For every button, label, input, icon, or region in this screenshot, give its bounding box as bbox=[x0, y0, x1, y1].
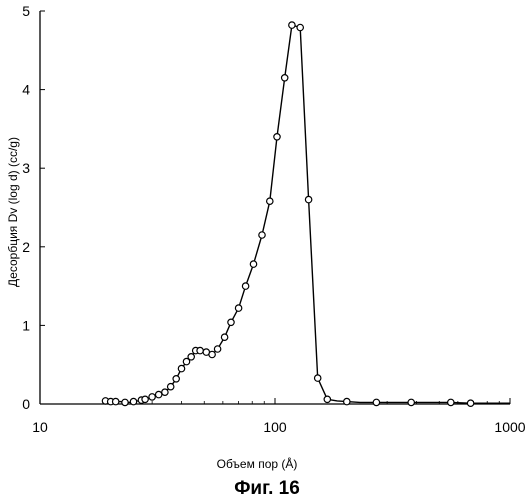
y-axis-label: Десорбция Dv (log d) (cc/g) bbox=[6, 137, 20, 287]
data-point bbox=[162, 389, 168, 395]
data-point bbox=[168, 384, 174, 390]
data-point bbox=[324, 396, 330, 402]
data-point bbox=[467, 400, 473, 406]
data-point bbox=[130, 398, 136, 404]
data-point bbox=[259, 232, 265, 238]
data-point bbox=[250, 261, 256, 267]
data-point bbox=[221, 334, 227, 340]
y-tick-label: 4 bbox=[22, 82, 30, 98]
x-axis-label: Объем пор (Å) bbox=[217, 456, 298, 471]
y-tick-label: 3 bbox=[22, 160, 30, 176]
data-point bbox=[173, 376, 179, 382]
plot-area: 0 1 2 3 4 5 10 100 1000 bbox=[22, 3, 526, 435]
data-point bbox=[344, 398, 350, 404]
data-point bbox=[156, 391, 162, 397]
data-point bbox=[235, 305, 241, 311]
data-point bbox=[373, 399, 379, 405]
series-line bbox=[106, 25, 511, 403]
data-point bbox=[408, 399, 414, 405]
data-point bbox=[274, 134, 280, 140]
data-point bbox=[228, 319, 234, 325]
data-point bbox=[315, 375, 321, 381]
data-point bbox=[214, 346, 220, 352]
data-point bbox=[142, 396, 148, 402]
y-tick-label: 2 bbox=[22, 239, 30, 255]
y-tick-label: 1 bbox=[22, 317, 30, 333]
data-point bbox=[282, 75, 288, 81]
data-point bbox=[209, 351, 215, 357]
data-point bbox=[197, 347, 203, 353]
y-tick-label: 5 bbox=[22, 3, 30, 19]
x-tick-label: 1000 bbox=[494, 419, 525, 435]
data-point bbox=[297, 24, 303, 30]
data-point bbox=[149, 394, 155, 400]
data-point bbox=[289, 22, 295, 28]
data-point bbox=[267, 198, 273, 204]
data-point bbox=[242, 283, 248, 289]
data-point bbox=[305, 196, 311, 202]
data-point bbox=[178, 365, 184, 371]
data-point bbox=[448, 399, 454, 405]
data-point bbox=[188, 354, 194, 360]
x-tick-label: 100 bbox=[263, 419, 287, 435]
y-tick-label: 0 bbox=[22, 396, 30, 412]
figure-caption: Фиг. 16 bbox=[234, 478, 300, 499]
data-point bbox=[122, 399, 128, 405]
x-tick-label: 10 bbox=[32, 419, 48, 435]
data-point bbox=[113, 398, 119, 404]
